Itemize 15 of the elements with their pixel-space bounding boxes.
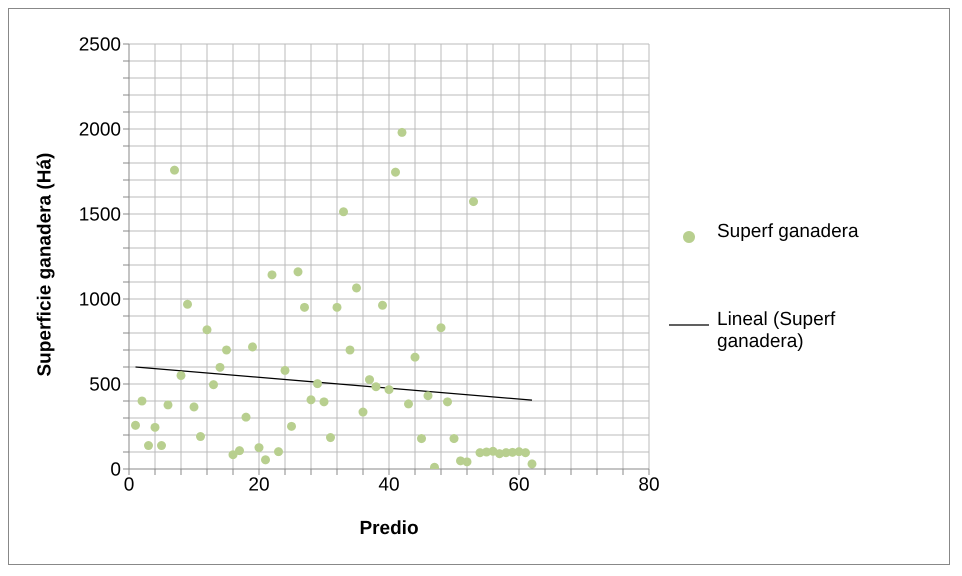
- y-tick-label: 1000: [78, 290, 121, 311]
- y-tick-label: 2500: [78, 34, 121, 56]
- x-tick-label: 60: [508, 474, 530, 496]
- y-tick-label: 2000: [78, 120, 121, 141]
- legend-label: Superf ganadera: [717, 220, 860, 242]
- x-tick-label: 40: [378, 474, 400, 496]
- y-tick-label: 0: [110, 460, 121, 481]
- x-tick-label: 0: [124, 474, 134, 496]
- x-axis-title: Predio: [359, 518, 419, 539]
- y-tick-label: 500: [89, 374, 121, 396]
- y-axis-title: Superficie ganadera (Há): [34, 152, 56, 376]
- y-tick-label: 1500: [78, 204, 121, 226]
- legend-label: Lineal (Superf ganadera): [717, 308, 836, 352]
- x-tick-label: 80: [638, 474, 660, 496]
- x-tick-label: 20: [248, 474, 270, 496]
